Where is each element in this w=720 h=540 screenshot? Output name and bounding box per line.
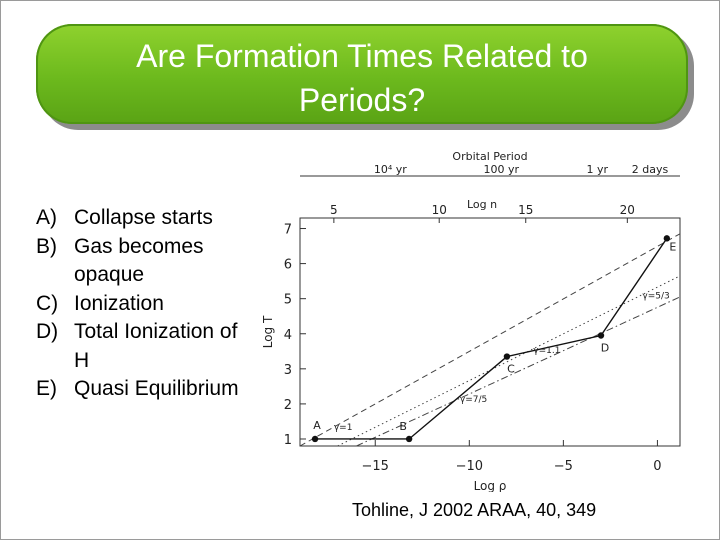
plot-frame [299,217,681,447]
data-point-e [663,235,671,242]
top-axis-density-title: Log n [467,198,497,211]
data-point-label-e: E [669,240,676,253]
gamma-annotation: γ=1 [334,423,353,433]
gamma-annotation: γ=7/5 [460,395,487,405]
y-tick-label: 3 [284,363,292,378]
top-axis-density-tick-label: 15 [518,203,533,217]
top-axis-period-tick-label: 1 yr [586,163,608,176]
citation-caption: Tohline, J 2002 ARAA, 40, 349 [352,500,597,520]
y-tick-label: 4 [284,328,292,343]
title-banner [36,24,688,124]
gamma-annotation: γ=5/3 [642,292,669,302]
slide-title: Are Formation Times Related to Periods? [136,38,588,118]
list-item: D) Total Ionization of H [36,318,256,375]
list-item-letter: D) [36,320,59,343]
list-item: B) Gas becomes opaque [36,233,256,290]
top-axis-density-tick-label: 10 [432,203,447,217]
y-tick-label: 5 [284,293,292,308]
list-item-text: Total Ionization of H [74,320,238,372]
y-tick-label: 7 [284,223,292,238]
phase-diagram-svg: Orbital Period 10⁴ yr 100 yr 1 yr 2 days Log … [261,150,681,492]
reference-line [337,275,681,447]
list-item-letter: A) [36,206,57,229]
top-axis-period-tick-label: 100 yr [484,163,520,176]
top-axis-period-title: Orbital Period [452,150,527,163]
top-axis-period-tick-label: 2 days [632,163,669,176]
data-point-label-b: B [399,420,407,433]
list-item-text: Ionization [74,291,164,315]
top-axis-density-tick-label: 5 [330,203,338,217]
data-point-label-c: C [507,363,515,376]
x-tick-label: −15 [362,459,389,474]
y-axis-label: Log T [261,315,275,348]
series-line [315,237,668,440]
data-point-d [597,332,605,339]
x-tick-label: −5 [554,459,573,474]
x-tick-label: 0 [653,459,661,474]
top-axis-density-tick-label: 20 [620,203,635,217]
phase-list: A) Collapse starts B) Gas becomes opaque… [36,204,256,404]
list-item: E) Quasi Equilibrium [36,375,256,404]
y-tick-label: 6 [284,258,292,273]
reference-line [299,233,681,447]
data-point-c [503,353,511,360]
list-item-text: Collapse starts [74,206,213,229]
data-point-label-d: D [601,342,609,355]
y-tick-label: 2 [284,398,292,413]
list-item-text: Gas becomes opaque [74,234,204,287]
list-item-letter: C) [36,291,59,315]
y-tick-label: 1 [284,433,292,448]
top-axis-period-tick-label: 10⁴ yr [374,163,407,176]
reference-line [356,296,681,447]
data-point-a [311,435,319,443]
list-item-text: Quasi Equilibrium [74,377,239,400]
data-point-label-a: A [313,419,321,432]
x-axis-label: Log ρ [474,479,507,492]
x-tick-label: −10 [456,459,483,474]
list-item: A) Collapse starts [36,204,256,233]
data-point-b [405,435,413,443]
list-item: C) Ionization [36,290,256,319]
gamma-annotation: γ=1.1 [533,346,560,356]
list-item-letter: E) [36,377,57,400]
list-item-letter: B) [36,234,57,258]
phase-diagram: Orbital Period 10⁴ yr 100 yr 1 yr 2 days Log … [256,142,702,492]
